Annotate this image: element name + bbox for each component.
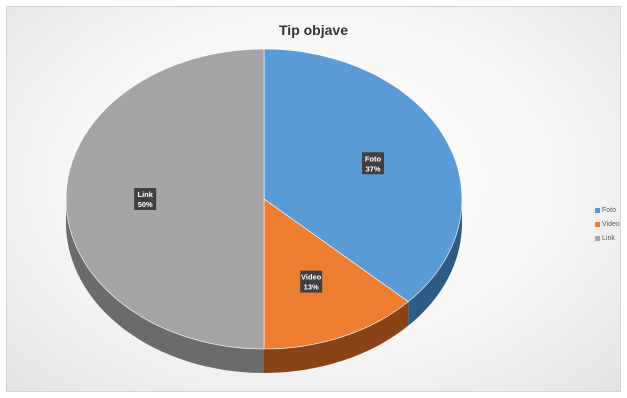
chart-area: Tip objave Foto 37% Video 13% Link 50% Foto V… xyxy=(6,6,621,392)
legend-label: Video xyxy=(602,220,620,228)
pie-slice-video xyxy=(263,198,409,350)
data-label-category: Link xyxy=(137,190,153,199)
data-label-value: 37% xyxy=(366,164,381,173)
legend: Foto Video Link xyxy=(595,203,620,245)
pie-top-layer xyxy=(65,48,463,350)
data-label-box xyxy=(362,152,385,175)
legend-swatch xyxy=(595,221,600,227)
data-label-box xyxy=(134,188,157,210)
data-label-value: 50% xyxy=(138,200,153,209)
data-label-category: Foto xyxy=(365,154,382,163)
pie-slice-link xyxy=(65,48,265,350)
legend-item-foto[interactable]: Foto xyxy=(595,203,620,217)
legend-label: Foto xyxy=(602,206,617,214)
legend-item-video[interactable]: Video xyxy=(595,217,620,231)
pie-depth-layer xyxy=(66,199,462,373)
chart-title: Tip objave xyxy=(279,22,348,38)
legend-swatch xyxy=(595,207,600,213)
pie-side-video xyxy=(264,301,409,373)
pie-side-link xyxy=(66,199,264,373)
data-label-value: 13% xyxy=(304,283,319,292)
pie-slice-foto xyxy=(263,48,463,303)
legend-swatch xyxy=(595,235,600,241)
data-label-box xyxy=(300,270,323,293)
pie-side-foto xyxy=(408,199,462,326)
legend-item-link[interactable]: Link xyxy=(595,231,620,245)
legend-label: Link xyxy=(602,234,615,242)
data-label-category: Video xyxy=(301,273,322,282)
